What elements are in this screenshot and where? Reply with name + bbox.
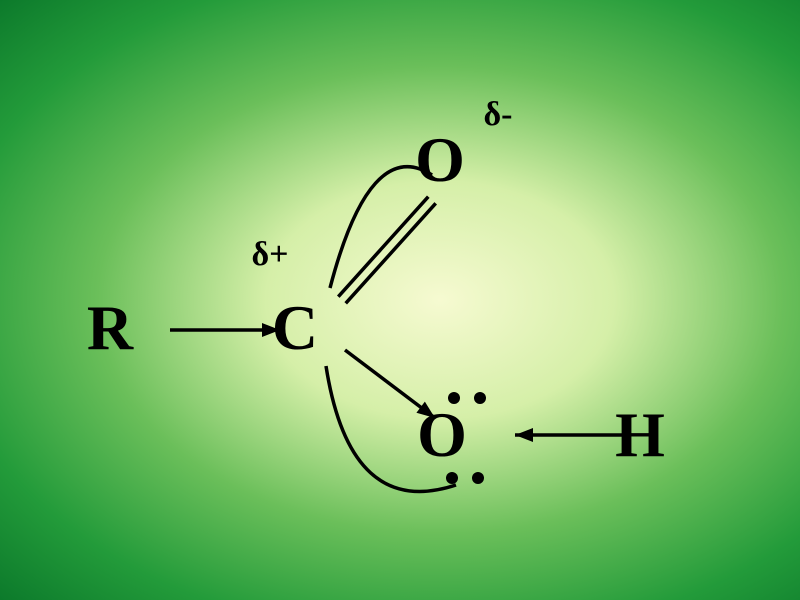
atom-O2: O (417, 403, 467, 467)
lone-pair-dot (448, 392, 460, 404)
lone-pair-dot (472, 472, 484, 484)
atom-O1: O (415, 128, 465, 192)
lone-pair-dot (446, 472, 458, 484)
atom-C: C (272, 296, 318, 360)
chemical-diagram: R C O O H δ+ δ- (0, 0, 800, 600)
atom-H: H (615, 403, 665, 467)
lone-pair-dot (474, 392, 486, 404)
double-bond-line-2 (338, 197, 428, 297)
charge-delta-plus: δ+ (251, 238, 288, 272)
double-bond-line-1 (346, 203, 436, 303)
charge-delta-minus: δ- (484, 98, 513, 132)
atom-R: R (87, 296, 133, 360)
